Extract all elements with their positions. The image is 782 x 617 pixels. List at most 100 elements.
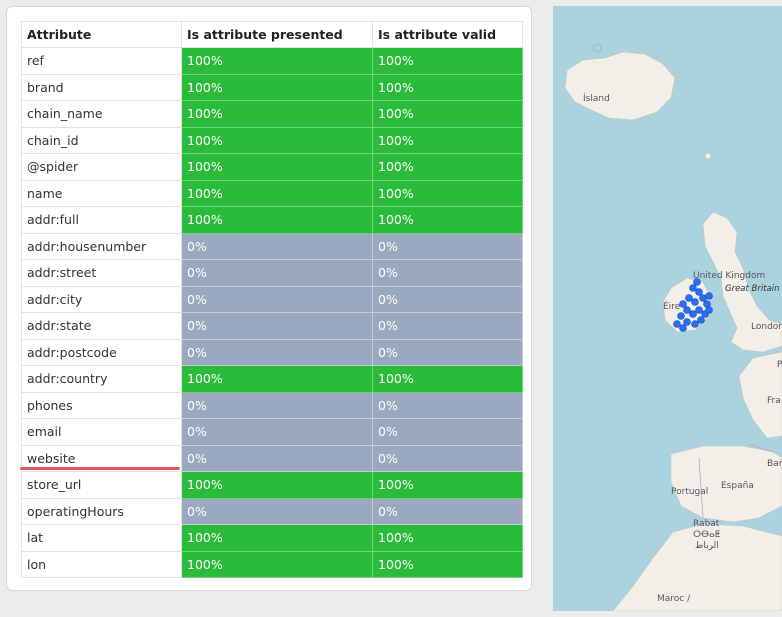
attribute-name-cell: store_url — [21, 471, 182, 499]
attribute-table: Attribute Is attribute presented Is attr… — [21, 21, 523, 578]
table-row: brand 100% 100% — [21, 73, 523, 101]
presented-value-cell: 100% — [181, 73, 373, 101]
table-row: name 100% 100% — [21, 179, 523, 207]
attribute-name-cell: lat — [21, 524, 182, 552]
great-britain-landmass — [702, 211, 782, 353]
map-label-p-edge: P — [777, 360, 782, 370]
table-row: chain_id 100% 100% — [21, 126, 523, 154]
presented-value-cell: 100% — [181, 471, 373, 499]
map-label-iceland: Ísland — [583, 94, 610, 104]
valid-value-cell: 100% — [372, 126, 523, 154]
attribute-name-cell: addr:state — [21, 312, 182, 340]
attribute-name-cell: chain_name — [21, 100, 182, 128]
map-label-bar-edge: Bar — [767, 459, 782, 469]
website-row-highlight-underline — [20, 467, 180, 470]
map-label-maroc: Maroc / — [657, 594, 691, 604]
map-label-uk: United Kingdom — [693, 271, 766, 281]
attribute-name-cell: operatingHours — [21, 497, 182, 525]
attribute-name-cell: addr:city — [21, 285, 182, 313]
valid-value-cell: 100% — [372, 73, 523, 101]
attribute-stats-card: Attribute Is attribute presented Is attr… — [6, 6, 532, 591]
presented-value-cell: 0% — [181, 259, 373, 287]
presented-value-cell: 100% — [181, 100, 373, 128]
map-label-france-edge: Fra — [767, 396, 781, 406]
valid-value-cell: 100% — [372, 524, 523, 552]
attribute-name-cell: addr:full — [21, 206, 182, 234]
map-label-rabat-arabic: الرباط — [695, 541, 719, 551]
table-row: addr:country 100% 100% — [21, 365, 523, 393]
table-row: addr:city 0% 0% — [21, 285, 523, 313]
presented-value-cell: 0% — [181, 285, 373, 313]
table-row: email 0% 0% — [21, 418, 523, 446]
presented-value-cell: 100% — [181, 153, 373, 181]
table-row: @spider 100% 100% — [21, 153, 523, 181]
table-row: store_url 100% 100% — [21, 471, 523, 499]
presented-value-cell: 0% — [181, 444, 373, 472]
table-row: addr:housenumber 0% 0% — [21, 232, 523, 260]
attribute-name-cell: phones — [21, 391, 182, 419]
valid-value-cell: 0% — [372, 444, 523, 472]
attribute-name-cell: brand — [21, 73, 182, 101]
valid-value-cell: 0% — [372, 232, 523, 260]
presented-value-cell: 100% — [181, 365, 373, 393]
table-row: lat 100% 100% — [21, 524, 523, 552]
header-attribute: Attribute — [21, 21, 182, 48]
valid-value-cell: 100% — [372, 47, 523, 75]
table-header-row: Attribute Is attribute presented Is attr… — [21, 21, 523, 48]
valid-value-cell: 0% — [372, 259, 523, 287]
table-row: phones 0% 0% — [21, 391, 523, 419]
map-view[interactable]: Ísland United Kingdom Great Britain Éire… — [553, 6, 782, 611]
attribute-name-cell: addr:postcode — [21, 338, 182, 366]
map-label-london: London — [751, 322, 782, 332]
presented-value-cell: 100% — [181, 126, 373, 154]
valid-value-cell: 100% — [372, 471, 523, 499]
presented-value-cell: 0% — [181, 338, 373, 366]
table-row: addr:street 0% 0% — [21, 259, 523, 287]
france-landmass — [738, 351, 782, 439]
table-row: ref 100% 100% — [21, 47, 523, 75]
attribute-name-cell: addr:housenumber — [21, 232, 182, 260]
presented-value-cell: 100% — [181, 179, 373, 207]
valid-value-cell: 0% — [372, 312, 523, 340]
iceland-landmass — [564, 51, 676, 121]
map-label-rabat: Rabat — [693, 519, 720, 529]
morocco-landmass — [612, 523, 782, 611]
table-row: addr:state 0% 0% — [21, 312, 523, 340]
attribute-name-cell: addr:street — [21, 259, 182, 287]
valid-value-cell: 0% — [372, 391, 523, 419]
attribute-name-cell: lon — [21, 550, 182, 578]
presented-value-cell: 0% — [181, 312, 373, 340]
table-row: chain_name 100% 100% — [21, 100, 523, 128]
presented-value-cell: 100% — [181, 206, 373, 234]
valid-value-cell: 100% — [372, 550, 523, 578]
presented-value-cell: 100% — [181, 47, 373, 75]
attribute-name-cell: name — [21, 179, 182, 207]
iberia-landmass — [670, 445, 782, 523]
map-label-eire: Éire — [663, 302, 681, 312]
attribute-name-cell: ref — [21, 47, 182, 75]
valid-value-cell: 100% — [372, 179, 523, 207]
presented-value-cell: 100% — [181, 550, 373, 578]
map-label-great-britain: Great Britain — [725, 284, 780, 294]
presented-value-cell: 0% — [181, 497, 373, 525]
presented-value-cell: 100% — [181, 524, 373, 552]
attribute-name-cell: addr:country — [21, 365, 182, 393]
attribute-name-cell: @spider — [21, 153, 182, 181]
map-label-espana: España — [721, 481, 754, 491]
valid-value-cell: 0% — [372, 497, 523, 525]
map-canvas[interactable] — [553, 6, 782, 611]
valid-value-cell: 100% — [372, 153, 523, 181]
header-presented: Is attribute presented — [181, 21, 373, 48]
faroe-islands — [704, 152, 712, 160]
attribute-name-cell: email — [21, 418, 182, 446]
valid-value-cell: 0% — [372, 418, 523, 446]
map-label-portugal: Portugal — [671, 487, 709, 497]
valid-value-cell: 100% — [372, 206, 523, 234]
store-marker-cluster[interactable] — [673, 278, 713, 332]
valid-value-cell: 0% — [372, 338, 523, 366]
valid-value-cell: 100% — [372, 100, 523, 128]
table-row: operatingHours 0% 0% — [21, 497, 523, 525]
header-valid: Is attribute valid — [372, 21, 523, 48]
presented-value-cell: 0% — [181, 418, 373, 446]
table-row: addr:postcode 0% 0% — [21, 338, 523, 366]
